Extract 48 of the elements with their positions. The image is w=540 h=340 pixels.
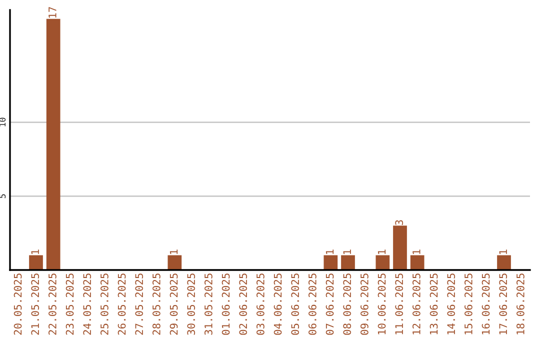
x-tick-label: 29.05.2025 <box>170 274 178 335</box>
x-tick-label: 07.06.2025 <box>326 274 334 335</box>
x-tick-label: 12.06.2025 <box>412 274 420 334</box>
bar <box>497 255 511 270</box>
x-tick-label: 31.05.2025 <box>204 274 212 335</box>
bar <box>324 255 338 270</box>
x-tick-label: 26.05.2025 <box>118 274 126 335</box>
x-tick-label: 04.06.2025 <box>274 274 282 335</box>
x-tick-label: 21.05.2025 <box>31 274 40 335</box>
x-tick-label: 05.06.2025 <box>291 274 300 335</box>
data-label: 1 <box>326 250 334 254</box>
x-tick-label: 24.05.2025 <box>83 274 92 335</box>
data-label: 1 <box>499 250 507 254</box>
bar <box>46 18 60 270</box>
bar <box>393 226 407 270</box>
x-tick-label: 25.05.2025 <box>100 274 108 335</box>
x-tick-label: 03.06.2025 <box>256 274 264 335</box>
x-tick-label: 22.05.2025 <box>48 274 56 335</box>
x-tick-label: 23.05.2025 <box>66 274 74 335</box>
x-tick-label: 15.06.2025 <box>464 274 472 334</box>
x-tick-label: 14.06.2025 <box>447 274 456 334</box>
x-tick-label: 16.06.2025 <box>482 274 490 334</box>
x-tick-label: 30.05.2025 <box>187 274 196 335</box>
x-tick-label: 09.06.2025 <box>360 274 368 335</box>
data-label: 1 <box>170 250 178 254</box>
bar <box>29 255 43 270</box>
x-tick-label: 17.06.2025 <box>499 274 508 334</box>
bar <box>410 255 424 270</box>
x-tick-label: 08.06.2025 <box>343 274 352 335</box>
data-label: 1 <box>412 250 420 254</box>
x-tick-label: 13.06.2025 <box>430 274 438 334</box>
x-tick-label: 20.05.2025 <box>14 274 22 335</box>
x-tick-label: 06.06.2025 <box>308 274 316 335</box>
x-tick-label: 27.05.2025 <box>135 274 144 335</box>
data-label: 1 <box>31 250 39 254</box>
x-tick-label: 10.06.2025 <box>378 274 386 334</box>
x-tick-label: 01.06.2025 <box>222 274 230 335</box>
bar <box>376 255 390 270</box>
data-label: 3 <box>395 220 404 225</box>
x-tick-label: 28.05.2025 <box>152 274 160 335</box>
data-label: 1 <box>343 250 351 254</box>
bar <box>168 255 182 270</box>
x-tick-label: 18.06.2025 <box>516 274 524 334</box>
x-tick-label: 02.06.2025 <box>239 274 248 335</box>
data-label: 1 <box>378 250 386 254</box>
bar <box>341 255 355 270</box>
data-label: 17 <box>48 7 56 18</box>
x-tick-label: 11.06.2025 <box>395 274 404 334</box>
